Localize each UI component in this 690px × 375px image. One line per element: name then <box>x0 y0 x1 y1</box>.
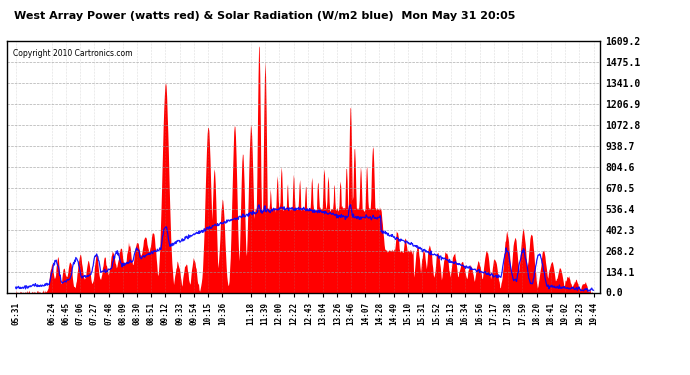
Text: Copyright 2010 Cartronics.com: Copyright 2010 Cartronics.com <box>13 49 132 58</box>
Text: West Array Power (watts red) & Solar Radiation (W/m2 blue)  Mon May 31 20:05: West Array Power (watts red) & Solar Rad… <box>14 11 515 21</box>
